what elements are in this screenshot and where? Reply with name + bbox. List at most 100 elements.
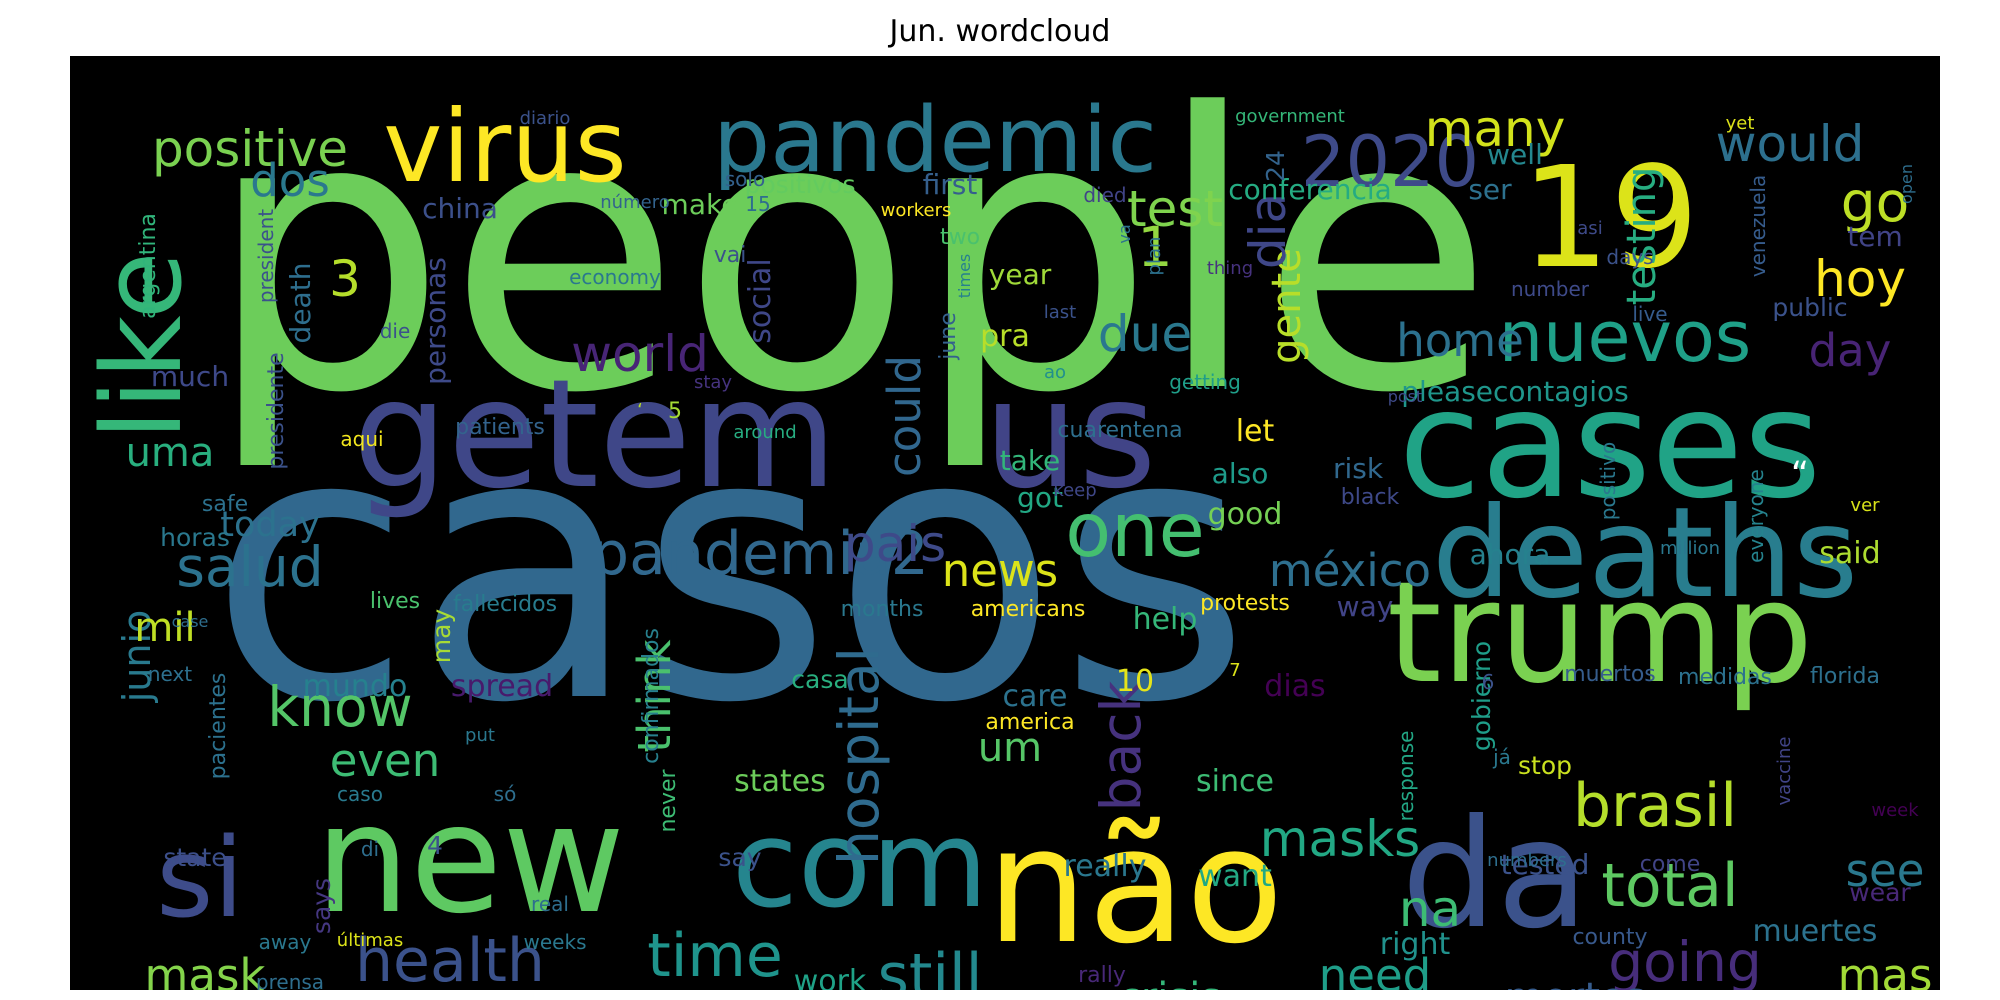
word-numbers: numbers xyxy=(1487,850,1567,871)
word-right: right xyxy=(1380,927,1451,962)
word-masks: masks xyxy=(1260,810,1420,868)
word-never: never xyxy=(656,769,681,833)
word-ver: ver xyxy=(1850,495,1880,516)
word-dos: dos xyxy=(250,154,330,207)
word-pra: pra xyxy=(980,319,1030,354)
word-mask: mask xyxy=(145,949,266,990)
word-weeks: weeks xyxy=(524,930,587,954)
word-getem: getem xyxy=(353,348,838,522)
word-venezuela: venezuela xyxy=(1746,175,1770,277)
word-getting: getting xyxy=(1169,370,1241,394)
word-di: di xyxy=(361,837,379,861)
word-24: 24 xyxy=(1261,150,1290,182)
word-home: home xyxy=(1396,314,1524,367)
word-hospital: hospital xyxy=(827,647,891,865)
word-thing: thing xyxy=(1207,258,1253,279)
word-cuarentena: cuarentena xyxy=(1057,418,1182,443)
word-state: state xyxy=(163,843,226,872)
word-also: also xyxy=(1212,457,1269,490)
word-10: 10 xyxy=(1116,664,1154,699)
word-muertos: muertos xyxy=(1564,662,1656,687)
word-die: die xyxy=(380,319,411,343)
word-si: si xyxy=(156,814,244,942)
word-3: 3 xyxy=(329,250,361,308)
word-conferencia: conferencia xyxy=(1228,173,1392,206)
word-deaths: deaths xyxy=(1432,481,1858,626)
word-va: va xyxy=(1115,224,1134,243)
word-presidente: presidente xyxy=(264,352,289,469)
word-new: new xyxy=(315,773,625,947)
word-hoy: hoy xyxy=(1814,250,1906,308)
word-yet: yet xyxy=(1726,113,1755,134)
word-dia: dia xyxy=(1239,193,1297,269)
word-plan: plan xyxy=(1144,237,1165,276)
word-case: case xyxy=(172,612,209,631)
word-vaccine: vaccine xyxy=(1774,737,1795,806)
word-last: last xyxy=(1044,302,1076,323)
word-junio: junio xyxy=(115,610,159,704)
word-tested: tested xyxy=(1501,848,1590,881)
word-let: let xyxy=(1236,414,1275,449)
word-nuevos: nuevos xyxy=(1499,296,1752,378)
word-symbol: ‘ xyxy=(637,400,643,421)
word-week: week xyxy=(1871,800,1919,821)
word-number: number xyxy=(1511,277,1590,301)
word-one: one xyxy=(1065,486,1205,574)
word-says: says xyxy=(307,878,336,934)
word-back: back xyxy=(1089,681,1153,812)
word-around: around xyxy=(733,422,796,443)
word-world: world xyxy=(571,325,709,383)
word-care: care xyxy=(1002,679,1067,714)
word-mortes: mortes xyxy=(1504,975,1645,990)
word-total: total xyxy=(1601,851,1738,921)
word-na: na xyxy=(1399,880,1461,938)
word-even: even xyxy=(330,734,441,787)
word-mundo: mundo xyxy=(303,669,408,704)
word-open: open xyxy=(1897,164,1916,204)
word-live: live xyxy=(1632,302,1667,326)
word-going: going xyxy=(1608,930,1762,990)
word-positivos: positivos xyxy=(745,170,856,199)
word-pacientes: pacientes xyxy=(206,673,231,780)
word-6: 6 xyxy=(1482,670,1495,694)
word-ultimas: últimas xyxy=(337,930,403,951)
word-muertes: muertes xyxy=(1753,914,1878,949)
word-ja: já xyxy=(1492,745,1511,769)
word-june: june xyxy=(936,312,961,361)
word-need: need xyxy=(1319,949,1431,990)
word-americans: americans xyxy=(971,597,1086,622)
word-help: help xyxy=(1133,602,1198,637)
word-fallecidos: fallecidos xyxy=(453,592,557,617)
word-way: way xyxy=(1337,590,1394,623)
word-so: só xyxy=(494,782,517,806)
word-due: due xyxy=(1098,305,1192,363)
word-many: many xyxy=(1425,100,1566,158)
word-mexico: méxico xyxy=(1269,544,1431,597)
word-crisis: crisis xyxy=(1119,975,1221,990)
word-protests: protests xyxy=(1200,591,1290,616)
word-come: come xyxy=(1640,852,1701,877)
word-government: government xyxy=(1235,106,1345,127)
word-keep: keep xyxy=(1053,480,1096,501)
word-economy: economy xyxy=(569,265,661,289)
word-um: um xyxy=(978,725,1042,771)
word-19: 19 xyxy=(1521,137,1699,300)
word-confirmados: confirmados xyxy=(639,628,664,764)
word-pais: pais xyxy=(844,515,946,573)
word-days: days xyxy=(1606,245,1653,269)
word-know: know xyxy=(267,675,412,739)
word-vai: vai xyxy=(714,243,747,268)
word-ao: ao xyxy=(1044,362,1066,383)
word-prensa: prensa xyxy=(256,970,324,990)
word-aqui: aqui xyxy=(340,427,383,451)
word-post: post xyxy=(1388,387,1423,406)
word-death: death xyxy=(284,263,317,344)
word-7: 7 xyxy=(1229,660,1240,681)
word-two: two xyxy=(940,225,980,250)
word-medidas: medidas xyxy=(1678,665,1772,690)
word-much: much xyxy=(151,360,229,393)
word-america: america xyxy=(985,710,1074,735)
word-make: make xyxy=(662,188,739,221)
word-trump: trump xyxy=(1387,552,1813,715)
word-million: million xyxy=(1660,538,1720,559)
